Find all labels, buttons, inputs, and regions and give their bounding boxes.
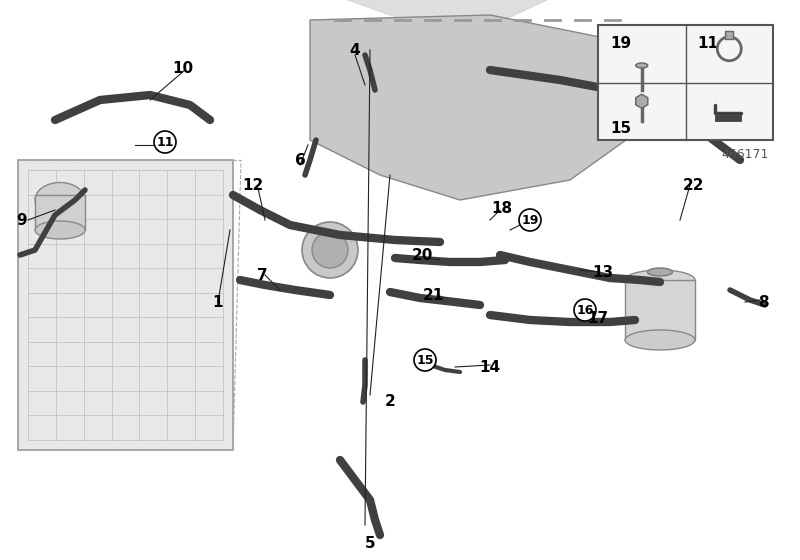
FancyBboxPatch shape (598, 25, 773, 140)
Bar (35, 195, 85, 230)
Text: 8: 8 (758, 295, 768, 310)
Text: 17: 17 (587, 310, 609, 325)
Text: 20: 20 (411, 248, 433, 263)
Text: 18: 18 (491, 200, 513, 216)
Text: 22: 22 (682, 178, 704, 193)
Ellipse shape (625, 330, 695, 350)
Circle shape (154, 131, 176, 153)
Text: 7: 7 (257, 268, 267, 282)
Text: 15: 15 (416, 353, 434, 366)
Ellipse shape (636, 63, 648, 68)
Circle shape (302, 222, 358, 278)
Bar (726, 31, 734, 39)
Ellipse shape (35, 183, 85, 217)
Circle shape (312, 232, 348, 268)
Ellipse shape (647, 268, 673, 276)
Text: 466171: 466171 (722, 148, 769, 161)
Text: 5: 5 (365, 536, 375, 552)
Circle shape (574, 299, 596, 321)
Bar (715, 113, 742, 122)
Text: 19: 19 (610, 35, 631, 50)
Text: 4: 4 (350, 43, 360, 58)
Polygon shape (310, 15, 640, 200)
Text: 21: 21 (422, 287, 444, 302)
Text: 12: 12 (242, 178, 264, 193)
Text: 11: 11 (698, 35, 718, 50)
Bar (625, 280, 695, 340)
Circle shape (414, 349, 436, 371)
FancyBboxPatch shape (18, 160, 233, 450)
Ellipse shape (35, 221, 85, 239)
Text: 14: 14 (479, 360, 501, 375)
Text: 3: 3 (734, 60, 746, 76)
Text: 6: 6 (294, 152, 306, 167)
Text: 19: 19 (522, 213, 538, 226)
Text: 2: 2 (385, 394, 395, 409)
Text: 11: 11 (156, 136, 174, 148)
Text: 13: 13 (593, 264, 614, 279)
Text: 1: 1 (213, 295, 223, 310)
Ellipse shape (625, 270, 695, 290)
Polygon shape (320, 0, 620, 40)
Text: 15: 15 (610, 120, 631, 136)
Text: 10: 10 (173, 60, 194, 76)
Circle shape (519, 209, 541, 231)
Text: 16: 16 (576, 304, 594, 316)
Text: 9: 9 (17, 212, 27, 227)
